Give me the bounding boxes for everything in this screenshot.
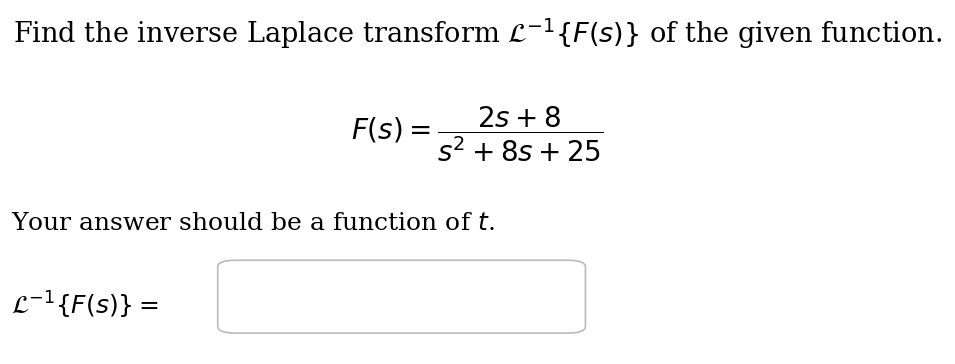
FancyBboxPatch shape xyxy=(218,260,585,333)
Text: Find the inverse Laplace transform $\mathcal{L}^{-1}\{F(s)\}$ of the given funct: Find the inverse Laplace transform $\mat… xyxy=(12,16,943,51)
Text: $F(s) = \dfrac{2s+8}{s^2+8s+25}$: $F(s) = \dfrac{2s+8}{s^2+8s+25}$ xyxy=(351,105,604,165)
Text: $\mathcal{L}^{-1}\{F(s)\} = $: $\mathcal{L}^{-1}\{F(s)\} = $ xyxy=(11,290,159,321)
Text: Your answer should be a function of $t$.: Your answer should be a function of $t$. xyxy=(11,212,495,236)
